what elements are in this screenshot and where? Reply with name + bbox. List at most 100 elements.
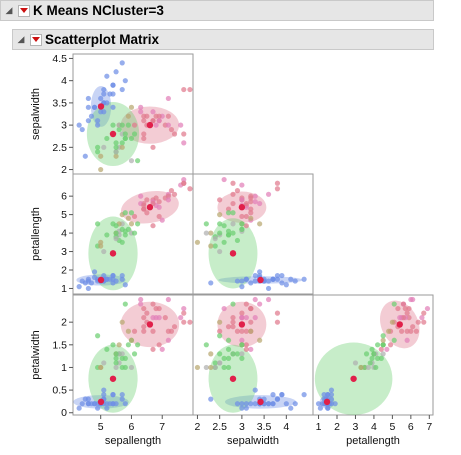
x-tick-label: 5 — [389, 421, 395, 433]
data-point — [171, 131, 178, 137]
data-point — [113, 355, 119, 361]
data-point — [365, 364, 371, 371]
data-point — [159, 346, 165, 352]
data-point — [415, 319, 421, 325]
data-point — [243, 223, 249, 229]
data-point — [234, 328, 241, 334]
disclosure-icon[interactable]: ◢ — [17, 34, 25, 44]
data-point — [221, 239, 227, 245]
data-point — [171, 324, 178, 330]
data-point — [230, 180, 236, 186]
x-tick-label: 2.5 — [212, 421, 227, 433]
data-point — [239, 351, 245, 357]
y-tick-label: 2 — [61, 164, 67, 176]
data-point — [391, 301, 397, 307]
data-point — [141, 118, 147, 124]
data-point — [101, 387, 107, 393]
data-point — [110, 272, 116, 279]
data-point — [243, 315, 249, 321]
data-point — [419, 315, 425, 321]
y-tick-label: 0 — [61, 407, 67, 419]
data-point — [128, 135, 135, 142]
outline-header-scatterplot-matrix[interactable]: ◢ Scatterplot Matrix — [12, 29, 434, 50]
data-point — [243, 200, 249, 207]
data-point — [225, 232, 232, 238]
data-point — [101, 360, 107, 366]
data-point — [328, 387, 335, 393]
data-point — [217, 351, 223, 357]
data-point — [101, 272, 107, 279]
data-point — [82, 396, 88, 402]
data-point — [239, 310, 245, 316]
data-point — [138, 109, 144, 115]
data-point — [141, 131, 147, 137]
data-point — [248, 305, 254, 312]
data-point — [162, 315, 168, 321]
data-point — [265, 191, 272, 197]
x-tick-label: 3 — [353, 421, 359, 433]
data-point — [119, 355, 125, 361]
red-triangle-menu-icon[interactable] — [30, 33, 42, 46]
cluster-center-marker — [229, 375, 237, 382]
data-point — [141, 305, 147, 312]
data-point — [150, 346, 156, 352]
data-point — [110, 104, 116, 110]
data-point — [315, 401, 322, 407]
data-point — [248, 328, 254, 334]
data-point — [156, 118, 162, 124]
x-tick-label: 3.5 — [257, 421, 272, 433]
data-point — [85, 95, 91, 102]
data-point — [391, 337, 397, 343]
data-point — [225, 364, 232, 371]
y-tick-label: 1.5 — [52, 339, 67, 351]
data-point — [239, 355, 245, 361]
data-point — [98, 166, 104, 173]
matrix-cell-frame — [72, 53, 194, 175]
data-point — [380, 337, 386, 343]
data-point — [98, 153, 104, 159]
data-point — [122, 232, 128, 238]
data-point — [404, 337, 410, 343]
data-point — [404, 328, 410, 334]
cluster-center-marker — [109, 250, 117, 257]
y-tick-label: 4.5 — [52, 53, 67, 65]
data-point — [274, 180, 281, 186]
data-point — [270, 392, 276, 398]
data-point — [95, 405, 101, 411]
cluster-center-marker — [257, 398, 264, 406]
data-point — [257, 221, 263, 227]
data-point — [230, 351, 236, 357]
data-point — [107, 91, 113, 97]
y-tick-label: 3 — [61, 246, 67, 258]
data-point — [156, 204, 162, 210]
data-point — [95, 221, 101, 227]
data-point — [128, 158, 135, 164]
data-point — [239, 284, 245, 290]
data-point — [301, 392, 307, 398]
data-point — [248, 215, 254, 221]
data-point — [406, 305, 412, 312]
data-point — [122, 131, 128, 137]
data-point — [171, 191, 178, 197]
data-point — [104, 135, 110, 142]
data-point — [257, 301, 263, 307]
data-point — [321, 392, 327, 398]
y-tick-label: 2.5 — [52, 142, 67, 154]
data-point — [248, 401, 254, 407]
data-point — [270, 401, 276, 407]
data-point — [141, 135, 147, 142]
data-point — [208, 243, 214, 249]
data-point — [252, 272, 258, 279]
data-point — [279, 272, 285, 279]
outline-header-kmeans[interactable]: ◢ K Means NCluster=3 — [0, 0, 434, 21]
data-point — [239, 401, 245, 407]
red-triangle-menu-icon[interactable] — [18, 4, 30, 17]
data-point — [82, 153, 88, 159]
data-point — [113, 223, 119, 229]
data-point — [252, 315, 258, 321]
data-point — [95, 149, 101, 155]
cluster-center-marker — [97, 103, 105, 110]
disclosure-icon[interactable]: ◢ — [5, 5, 13, 15]
data-point — [104, 73, 110, 79]
